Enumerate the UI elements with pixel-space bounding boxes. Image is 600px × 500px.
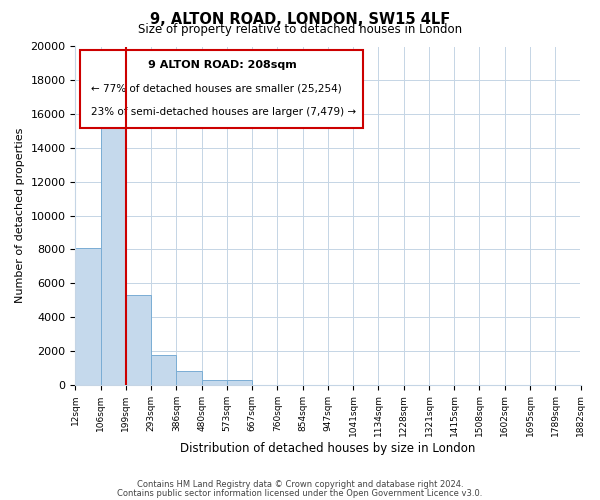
FancyBboxPatch shape [80,50,364,128]
Text: Size of property relative to detached houses in London: Size of property relative to detached ho… [138,22,462,36]
X-axis label: Distribution of detached houses by size in London: Distribution of detached houses by size … [180,442,476,455]
Bar [176,371,202,384]
Text: 9 ALTON ROAD: 208sqm: 9 ALTON ROAD: 208sqm [148,60,296,70]
Bar [126,295,151,384]
Bar [202,380,227,384]
Text: 23% of semi-detached houses are larger (7,479) →: 23% of semi-detached houses are larger (… [91,108,356,118]
Bar [76,248,101,384]
Bar [151,355,176,384]
Text: 9, ALTON ROAD, LONDON, SW15 4LF: 9, ALTON ROAD, LONDON, SW15 4LF [150,12,450,28]
Y-axis label: Number of detached properties: Number of detached properties [15,128,25,303]
Text: ← 77% of detached houses are smaller (25,254): ← 77% of detached houses are smaller (25… [91,84,341,94]
Bar [101,106,126,384]
Bar [227,380,252,384]
Text: Contains public sector information licensed under the Open Government Licence v3: Contains public sector information licen… [118,488,482,498]
Text: Contains HM Land Registry data © Crown copyright and database right 2024.: Contains HM Land Registry data © Crown c… [137,480,463,489]
